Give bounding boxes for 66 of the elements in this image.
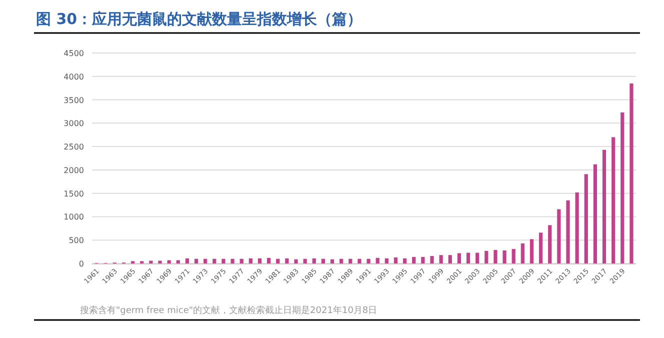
bar xyxy=(285,258,289,264)
bar xyxy=(167,260,171,264)
bar xyxy=(502,250,506,264)
bar xyxy=(358,258,362,264)
bar xyxy=(439,255,443,264)
chart-title: 图 30：应用无菌鼠的文献数量呈指数增长（篇） xyxy=(36,10,362,28)
bar xyxy=(412,256,416,264)
bar xyxy=(484,250,488,264)
bar xyxy=(312,258,316,264)
bar xyxy=(321,258,326,264)
bar xyxy=(566,200,570,264)
y-tick-label: 4500 xyxy=(64,49,84,58)
bar xyxy=(620,112,624,264)
bar xyxy=(612,137,616,264)
bar xyxy=(194,258,198,264)
y-tick-label: 4000 xyxy=(64,72,84,82)
bar xyxy=(430,256,434,264)
bar xyxy=(584,174,588,264)
bar xyxy=(494,250,498,264)
y-tick-label: 500 xyxy=(68,236,84,246)
bar xyxy=(240,258,244,264)
bar xyxy=(466,252,470,264)
bar xyxy=(384,258,388,264)
bar xyxy=(330,259,334,264)
y-tick-label: 3500 xyxy=(64,96,84,105)
bar xyxy=(222,258,226,264)
y-tick-label: 2500 xyxy=(64,142,84,152)
bar xyxy=(149,260,153,264)
bar xyxy=(366,258,370,264)
bar xyxy=(176,260,180,264)
bar xyxy=(630,83,634,264)
y-tick-label: 1500 xyxy=(64,189,84,198)
bar xyxy=(448,255,452,264)
bar xyxy=(376,258,380,264)
bar xyxy=(340,258,344,264)
bar xyxy=(548,225,552,264)
bar xyxy=(258,258,262,264)
bar xyxy=(204,258,208,264)
bar xyxy=(248,258,252,264)
bar xyxy=(530,239,534,264)
bar xyxy=(512,249,516,264)
bar xyxy=(266,258,271,264)
bar xyxy=(421,256,425,264)
bar xyxy=(575,192,579,264)
bar xyxy=(476,252,480,264)
bar xyxy=(520,243,524,264)
y-tick-label: 1000 xyxy=(64,212,84,222)
bar xyxy=(457,253,462,264)
y-tick-label: 3000 xyxy=(64,119,84,128)
y-tick-label: 2000 xyxy=(64,166,84,175)
bar xyxy=(348,258,352,264)
bar xyxy=(593,164,598,264)
text: 搜索含有"germ free mice"的文献，文献检索截止日期是2021年10月8日 xyxy=(80,305,378,316)
bar xyxy=(303,258,307,264)
y-tick-label: 0 xyxy=(78,260,84,268)
bar xyxy=(185,258,190,264)
bar xyxy=(538,232,543,264)
bar xyxy=(230,258,234,264)
bar xyxy=(557,209,561,264)
bar xyxy=(402,258,407,264)
bar xyxy=(212,258,216,264)
bar xyxy=(276,258,280,264)
bar xyxy=(602,150,606,264)
bar xyxy=(158,260,162,264)
bar xyxy=(294,259,298,264)
bar xyxy=(394,257,398,264)
